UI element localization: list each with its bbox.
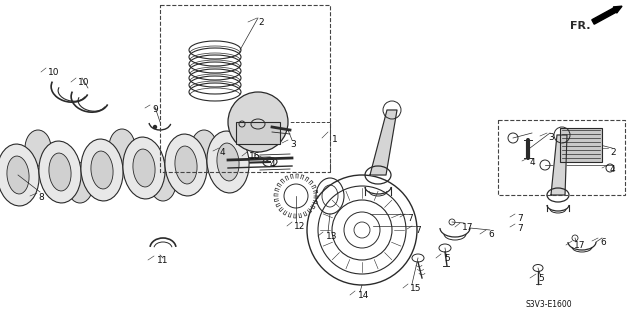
- Text: 15: 15: [410, 284, 422, 293]
- Text: 17: 17: [574, 241, 586, 250]
- Text: 10: 10: [48, 68, 60, 77]
- Text: 7: 7: [517, 224, 523, 233]
- Text: S3V3-E1600: S3V3-E1600: [525, 300, 572, 309]
- Ellipse shape: [91, 151, 113, 189]
- Ellipse shape: [207, 131, 249, 193]
- Text: 5: 5: [444, 254, 450, 263]
- Text: FR.: FR.: [570, 21, 591, 31]
- Text: 2: 2: [610, 148, 616, 157]
- Text: 11: 11: [157, 256, 168, 265]
- Ellipse shape: [123, 137, 165, 199]
- Ellipse shape: [49, 153, 71, 191]
- Text: 3: 3: [290, 140, 296, 149]
- Polygon shape: [370, 110, 397, 175]
- Text: 4: 4: [610, 165, 616, 174]
- Text: 2: 2: [258, 18, 264, 27]
- Ellipse shape: [217, 143, 239, 181]
- Text: 6: 6: [600, 238, 605, 247]
- Bar: [160, 5, 330, 172]
- Ellipse shape: [0, 144, 39, 206]
- Text: 5: 5: [538, 274, 544, 283]
- Text: 4: 4: [220, 148, 226, 157]
- Bar: [498, 120, 625, 195]
- Polygon shape: [551, 135, 567, 195]
- Text: 9: 9: [152, 105, 157, 114]
- Text: 12: 12: [294, 222, 305, 231]
- Text: 7: 7: [415, 226, 420, 235]
- Ellipse shape: [67, 167, 93, 203]
- Text: 17: 17: [462, 223, 474, 232]
- Circle shape: [154, 125, 157, 129]
- Text: 16: 16: [249, 152, 260, 161]
- Text: 1: 1: [332, 135, 338, 144]
- Ellipse shape: [175, 146, 197, 184]
- Ellipse shape: [191, 130, 217, 166]
- Text: 14: 14: [358, 291, 369, 300]
- Ellipse shape: [165, 134, 207, 196]
- Ellipse shape: [39, 141, 81, 203]
- Ellipse shape: [25, 130, 51, 166]
- FancyArrow shape: [592, 6, 622, 24]
- Text: 13: 13: [326, 232, 337, 241]
- Ellipse shape: [133, 149, 155, 187]
- Text: 4: 4: [530, 158, 536, 167]
- Text: 4: 4: [270, 160, 276, 169]
- Circle shape: [228, 92, 288, 152]
- Text: 10: 10: [78, 78, 90, 87]
- Text: 3: 3: [548, 133, 554, 142]
- Ellipse shape: [7, 156, 29, 194]
- Ellipse shape: [150, 165, 176, 201]
- Ellipse shape: [81, 139, 123, 201]
- Bar: [236, 122, 280, 144]
- Text: 7: 7: [407, 214, 413, 223]
- Bar: [560, 128, 602, 162]
- Text: 7: 7: [517, 214, 523, 223]
- Text: 8: 8: [38, 193, 44, 202]
- Ellipse shape: [109, 129, 135, 165]
- Text: 6: 6: [488, 230, 493, 239]
